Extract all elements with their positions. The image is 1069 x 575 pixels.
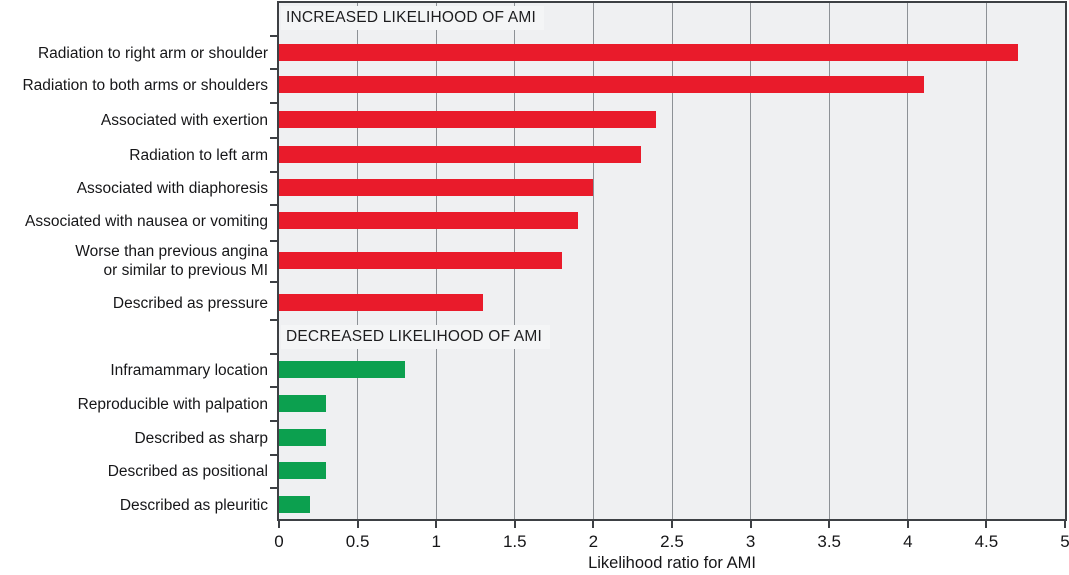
gridline — [907, 3, 909, 519]
category-label: Associated with nausea or vomiting — [0, 212, 268, 231]
x-axis-tick — [1064, 521, 1066, 528]
y-axis-tick — [270, 240, 277, 242]
category-label-line: Described as pleuritic — [119, 496, 268, 514]
bar — [279, 111, 657, 128]
y-axis-tick — [270, 386, 277, 388]
x-axis-tick — [906, 521, 909, 528]
x-axis-tick — [435, 521, 438, 528]
category-label: Described as sharp — [0, 429, 268, 448]
x-axis-tick — [513, 521, 516, 528]
category-label: Radiation to both arms or shoulders — [0, 76, 268, 95]
x-axis-tick-label: 3 — [745, 532, 756, 551]
gridline — [750, 3, 752, 519]
y-axis-tick — [270, 352, 277, 355]
x-axis-tick-label: 4 — [903, 532, 913, 551]
y-axis-tick — [270, 136, 277, 139]
category-label-line: Worse than previous angina — [75, 243, 268, 260]
category-label: Radiation to right arm or shoulder — [0, 44, 268, 63]
category-label-line: Associated with nausea or vomiting — [25, 212, 268, 230]
y-axis-tick — [270, 487, 277, 489]
x-axis-tick-label: 0.5 — [345, 532, 370, 551]
y-axis-tick — [270, 281, 277, 283]
gridline — [828, 3, 830, 519]
category-label-line: Inframammary location — [110, 361, 268, 379]
section-header: DECREASED LIKELIHOOD OF AMI — [281, 325, 551, 349]
x-axis-tick-label: 1.5 — [502, 532, 527, 551]
category-label-line: Radiation to right arm or shoulder — [37, 44, 268, 62]
bar — [279, 252, 562, 269]
category-label: Described as positional — [0, 462, 268, 481]
bar — [279, 44, 1018, 61]
bar — [279, 212, 578, 229]
y-axis-tick — [270, 420, 277, 422]
y-axis-tick — [270, 203, 277, 206]
x-axis-tick — [278, 521, 280, 528]
x-axis-tick-label: 4.5 — [974, 532, 999, 551]
bar — [279, 496, 311, 513]
category-label-line: Described as pressure — [112, 294, 268, 312]
x-axis-tick-label: 0 — [274, 532, 284, 551]
y-axis-tick — [270, 453, 277, 456]
x-axis-tick — [828, 521, 831, 528]
x-axis-tick-label: 2 — [588, 532, 599, 551]
y-axis-tick — [270, 68, 277, 70]
x-axis-title: Likelihood ratio for AMI — [588, 554, 756, 572]
category-label: Associated with diaphoresis — [0, 179, 268, 198]
x-axis-tick — [671, 521, 673, 528]
x-axis-tick — [985, 521, 988, 528]
bar — [279, 179, 594, 196]
category-label: Described as pleuritic — [0, 496, 268, 515]
y-axis-tick — [270, 34, 277, 37]
category-label: Worse than previous angina or similar to … — [0, 242, 268, 280]
category-label-line: Described as sharp — [134, 429, 268, 447]
category-label-line: Reproducible with palpation — [77, 395, 268, 413]
gridline — [985, 3, 987, 519]
category-label-line: Associated with exertion — [100, 111, 268, 129]
y-axis-tick — [270, 319, 277, 321]
y-axis-tick — [270, 170, 277, 173]
x-axis-tick-label: 3.5 — [817, 532, 841, 551]
category-label: Radiation to left arm — [0, 146, 268, 165]
category-label-line: or similar to previous MI — [103, 262, 268, 279]
y-axis-tick — [270, 101, 277, 104]
category-label: Reproducible with palpation — [0, 395, 268, 414]
x-axis-tick — [592, 521, 595, 528]
x-axis-tick — [749, 521, 752, 528]
x-axis-tick-label: 1 — [431, 532, 441, 551]
gridline — [671, 3, 673, 519]
section-header: INCREASED LIKELIHOOD OF AMI — [281, 6, 545, 30]
bar — [279, 294, 484, 311]
category-label: Inframammary location — [0, 361, 268, 380]
category-label-line: Radiation to left arm — [129, 146, 268, 164]
gridline — [592, 3, 594, 519]
category-label-line: Radiation to both arms or shoulders — [22, 76, 268, 94]
bar — [279, 361, 405, 378]
x-axis-tick-label: 5 — [1060, 532, 1069, 551]
bar — [279, 76, 924, 93]
category-label: Associated with exertion — [0, 111, 268, 130]
bar — [279, 462, 327, 479]
bar — [279, 429, 327, 446]
x-axis-tick-label: 2.5 — [660, 532, 684, 551]
bar — [279, 395, 327, 412]
category-label-line: Described as positional — [107, 462, 268, 480]
category-label: Described as pressure — [0, 294, 268, 313]
bar — [279, 146, 641, 163]
category-label-line: Associated with diaphoresis — [76, 179, 268, 197]
x-axis-tick — [356, 521, 359, 528]
